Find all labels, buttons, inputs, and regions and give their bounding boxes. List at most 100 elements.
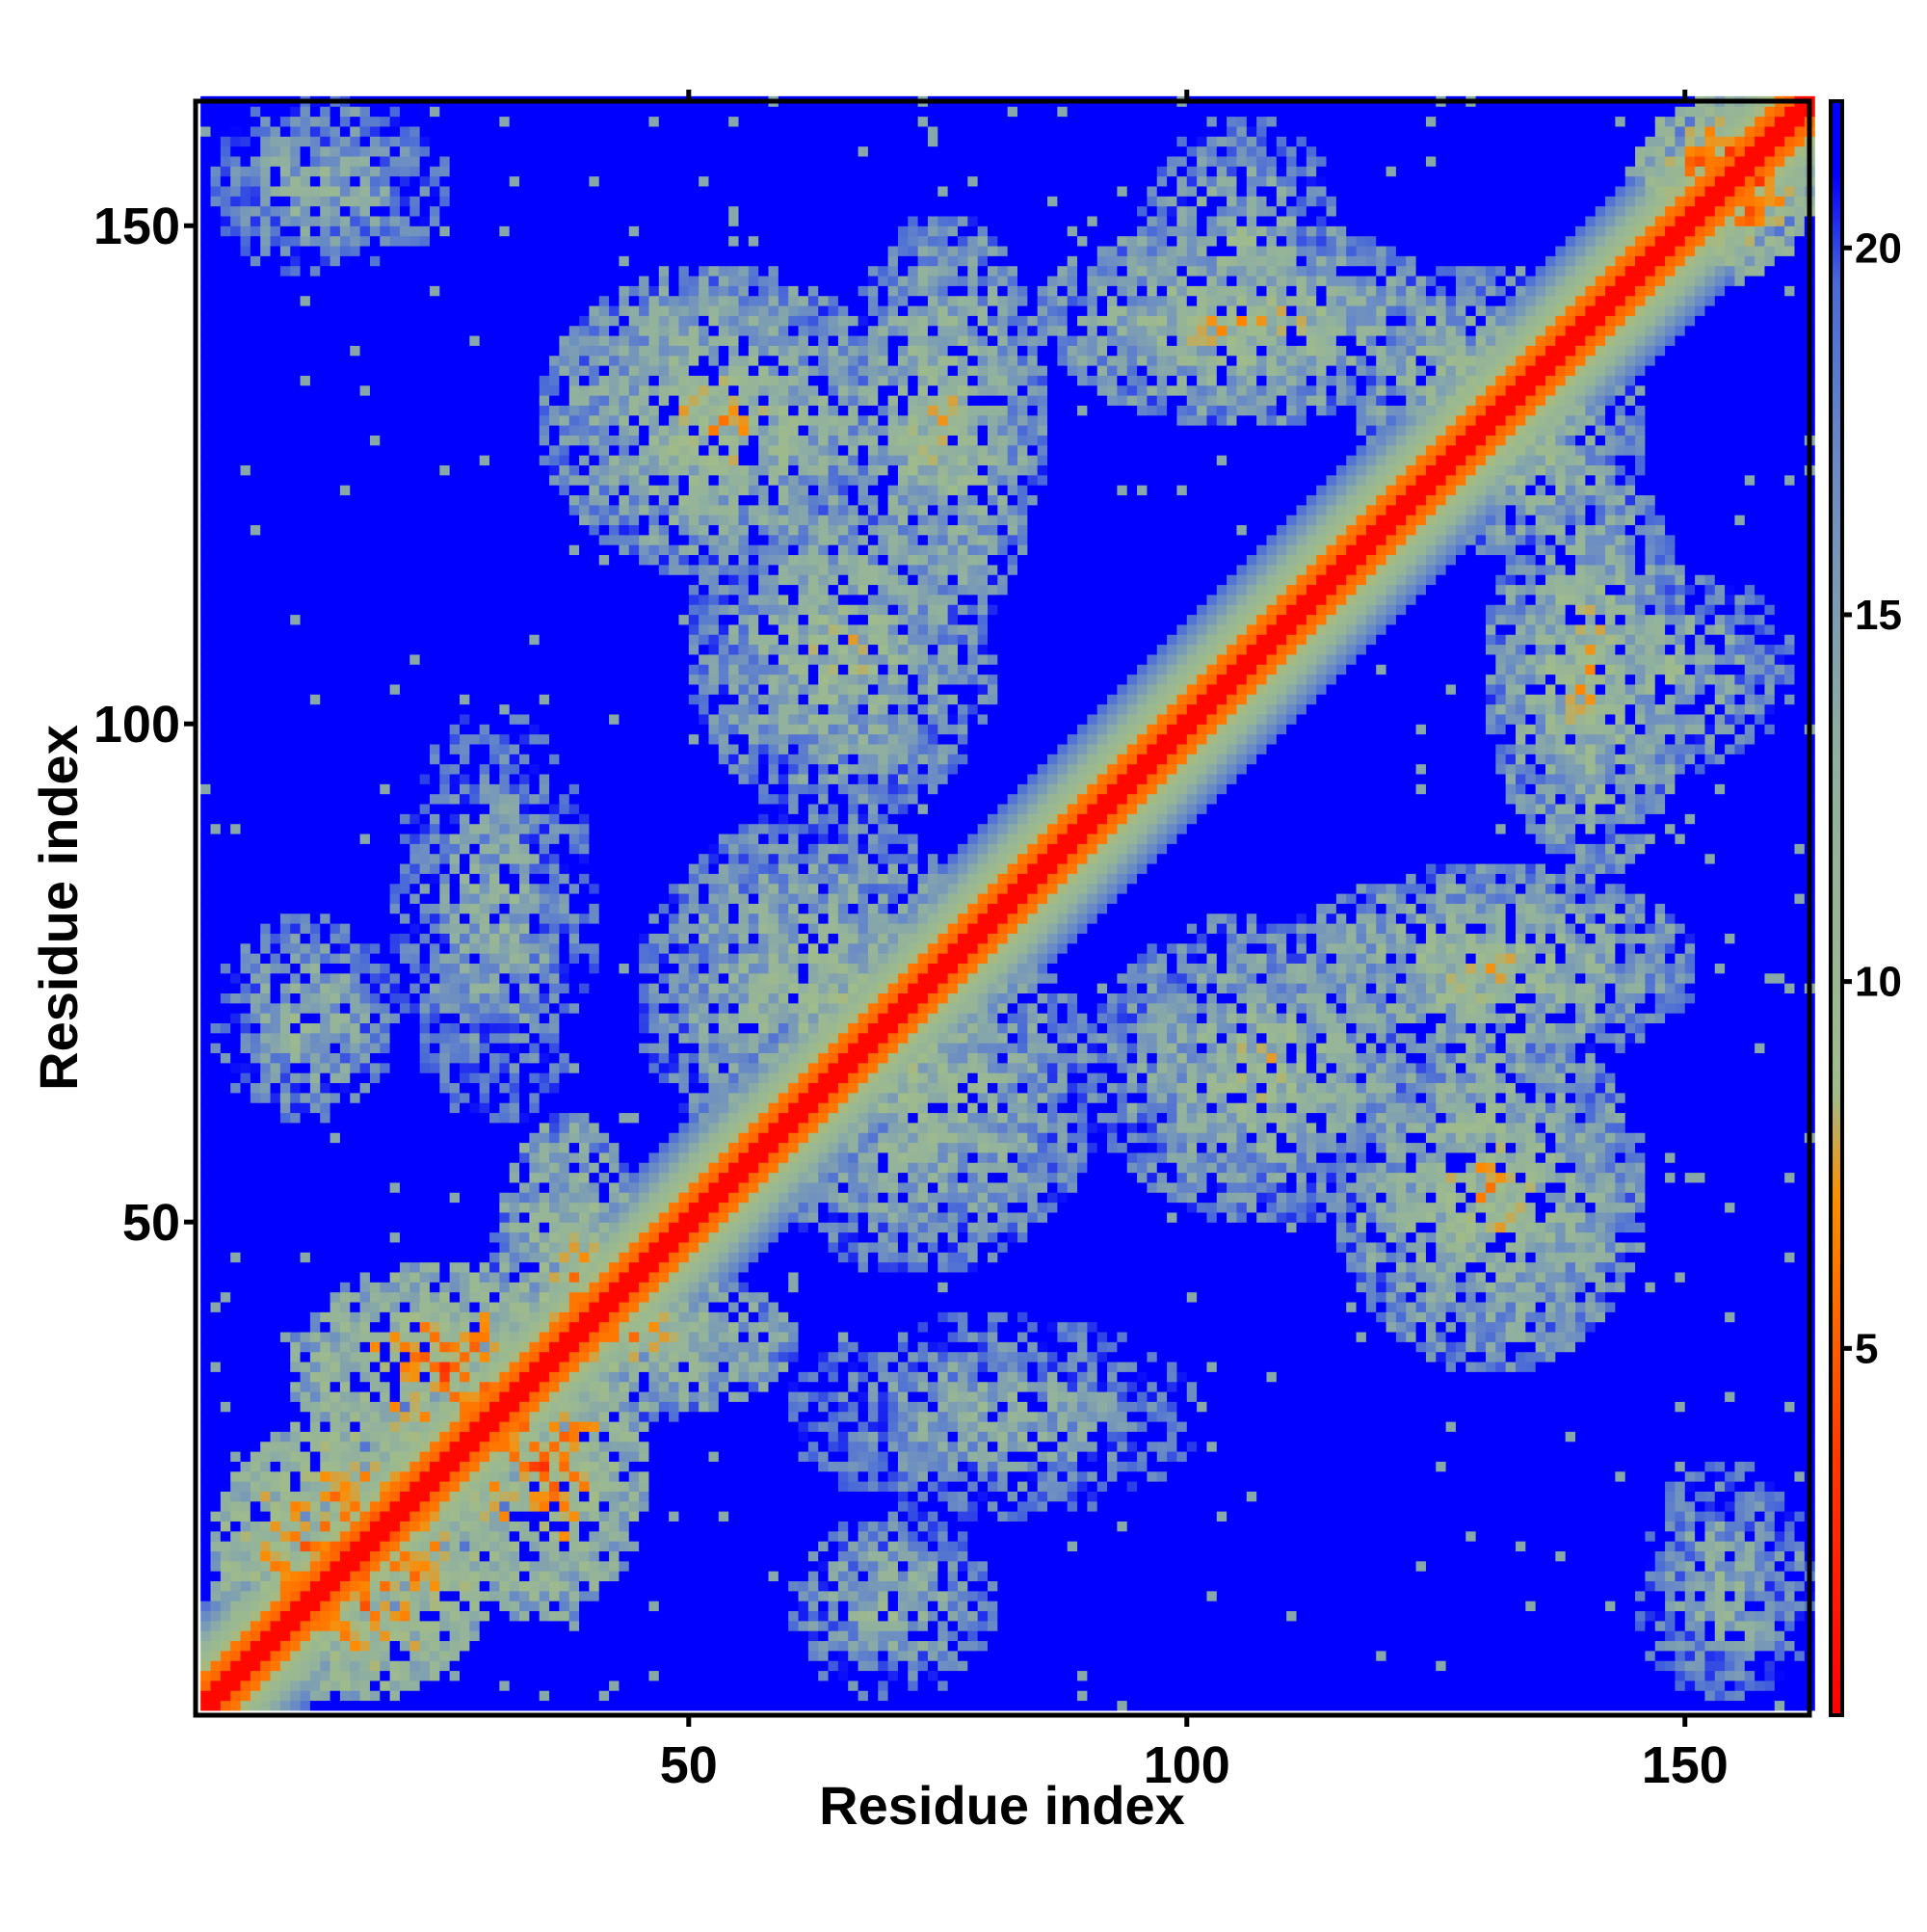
heatmap-cell bbox=[878, 1640, 889, 1652]
heatmap-cell bbox=[1565, 1271, 1576, 1283]
heatmap-cell bbox=[1197, 1162, 1208, 1174]
heatmap-cell bbox=[669, 1142, 680, 1153]
heatmap-cell bbox=[559, 1241, 570, 1253]
heatmap-cell bbox=[1615, 1202, 1636, 1213]
heatmap-cell bbox=[947, 1222, 959, 1233]
heatmap-cell bbox=[818, 1650, 830, 1661]
heatmap-cell bbox=[897, 1491, 909, 1502]
heatmap-cell bbox=[519, 1311, 530, 1323]
heatmap-cell bbox=[270, 1700, 281, 1711]
heatmap-cell bbox=[1077, 1690, 1088, 1702]
heatmap-cell bbox=[499, 1601, 511, 1612]
heatmap-cell bbox=[1107, 1390, 1118, 1402]
heatmap-cell bbox=[1794, 1252, 1815, 1263]
heatmap-cell bbox=[240, 1082, 251, 1094]
heatmap-cell bbox=[1316, 1211, 1328, 1223]
heatmap-cell bbox=[1216, 1511, 1227, 1522]
heatmap-cell bbox=[1415, 1291, 1427, 1303]
heatmap-cell bbox=[320, 1451, 331, 1462]
heatmap-cell bbox=[230, 1630, 242, 1642]
heatmap-cell bbox=[1525, 1132, 1537, 1144]
heatmap-cell bbox=[1335, 1132, 1347, 1144]
heatmap-cell bbox=[290, 1541, 302, 1551]
heatmap-cell bbox=[598, 1451, 610, 1462]
heatmap-cell bbox=[499, 1351, 511, 1363]
heatmap-cell bbox=[1057, 1132, 1069, 1144]
heatmap-cell bbox=[1605, 1132, 1616, 1144]
heatmap-cell bbox=[908, 1420, 919, 1432]
heatmap-cell bbox=[339, 1301, 351, 1312]
heatmap-cell bbox=[350, 1590, 361, 1601]
heatmap-cell bbox=[460, 1351, 470, 1363]
heatmap-cell bbox=[399, 1670, 410, 1681]
heatmap-cell bbox=[1107, 1451, 1118, 1462]
heatmap-cell bbox=[897, 1122, 909, 1133]
heatmap-cell bbox=[1047, 1351, 1058, 1363]
heatmap-cell bbox=[1395, 1321, 1407, 1333]
heatmap-cell bbox=[1067, 1122, 1078, 1133]
heatmap-cell bbox=[887, 1420, 899, 1432]
heatmap-cell bbox=[380, 1680, 391, 1691]
heatmap-cell bbox=[1167, 1390, 1188, 1402]
heatmap-cell bbox=[1057, 1470, 1069, 1482]
heatmap-cell bbox=[568, 1461, 580, 1472]
heatmap-cell bbox=[977, 1451, 989, 1462]
heatmap-cell bbox=[429, 1311, 440, 1323]
heatmap-cell bbox=[897, 1580, 909, 1592]
heatmap-cell bbox=[718, 1241, 729, 1253]
heatmap-cell bbox=[1755, 1511, 1766, 1522]
heatmap-cell bbox=[1784, 1541, 1796, 1551]
heatmap-cell bbox=[1605, 1112, 1616, 1124]
heatmap-cell bbox=[1575, 1102, 1586, 1114]
heatmap-cell bbox=[837, 1541, 849, 1551]
heatmap-cell bbox=[878, 1231, 889, 1243]
heatmap-cell bbox=[1117, 1700, 1128, 1711]
heatmap-cell bbox=[220, 1550, 231, 1562]
heatmap-cell bbox=[987, 1142, 998, 1153]
heatmap-cell bbox=[699, 1311, 710, 1323]
heatmap-cell bbox=[1017, 1092, 1028, 1103]
heatmap-cell bbox=[568, 1252, 580, 1263]
heatmap-cell bbox=[339, 1541, 351, 1551]
heatmap-cell bbox=[1176, 1181, 1188, 1193]
heatmap-cell bbox=[279, 1571, 291, 1582]
heatmap-cell bbox=[1436, 1142, 1447, 1153]
heatmap-cell bbox=[579, 1530, 591, 1542]
heatmap-cell bbox=[1436, 1181, 1447, 1193]
heatmap-cell bbox=[320, 1680, 331, 1691]
heatmap-cell bbox=[369, 1411, 381, 1422]
heatmap-cell bbox=[1167, 1441, 1178, 1452]
heatmap-cell bbox=[549, 1311, 560, 1323]
heatmap-cell bbox=[1704, 1640, 1716, 1652]
heatmap-cell bbox=[469, 1560, 481, 1572]
heatmap-cell bbox=[1475, 1132, 1487, 1144]
heatmap-cell bbox=[279, 1690, 291, 1702]
heatmap-cell bbox=[200, 1461, 242, 1472]
heatmap-cell bbox=[1755, 1571, 1766, 1582]
heatmap-cell bbox=[858, 1640, 869, 1652]
heatmap-cell bbox=[967, 1162, 979, 1174]
heatmap-cell bbox=[628, 1500, 640, 1512]
heatmap-cell bbox=[399, 1181, 520, 1193]
heatmap-cell bbox=[300, 1550, 311, 1562]
heatmap-cell bbox=[1206, 1361, 1218, 1372]
heatmap-cell bbox=[848, 1550, 859, 1562]
heatmap-cell bbox=[220, 1700, 231, 1711]
heatmap-cell bbox=[1346, 1211, 1358, 1223]
heatmap-cell bbox=[439, 1640, 451, 1652]
heatmap-cell bbox=[529, 1481, 541, 1492]
heatmap-cell bbox=[260, 1580, 272, 1592]
heatmap-cell bbox=[439, 1381, 451, 1392]
heatmap-cell bbox=[1545, 1341, 1556, 1353]
heatmap-cell bbox=[648, 1390, 660, 1402]
heatmap-cell bbox=[748, 1321, 759, 1333]
heatmap-cell bbox=[947, 1142, 959, 1153]
heatmap-cell bbox=[738, 1351, 750, 1363]
heatmap-cell bbox=[858, 1172, 869, 1183]
heatmap-cell bbox=[1555, 1301, 1567, 1312]
heatmap-cell bbox=[1555, 1192, 1567, 1204]
heatmap-cell bbox=[369, 1601, 381, 1612]
heatmap-cell bbox=[519, 1411, 530, 1422]
heatmap-cell bbox=[1087, 1361, 1098, 1372]
heatmap-cell bbox=[858, 1580, 869, 1592]
